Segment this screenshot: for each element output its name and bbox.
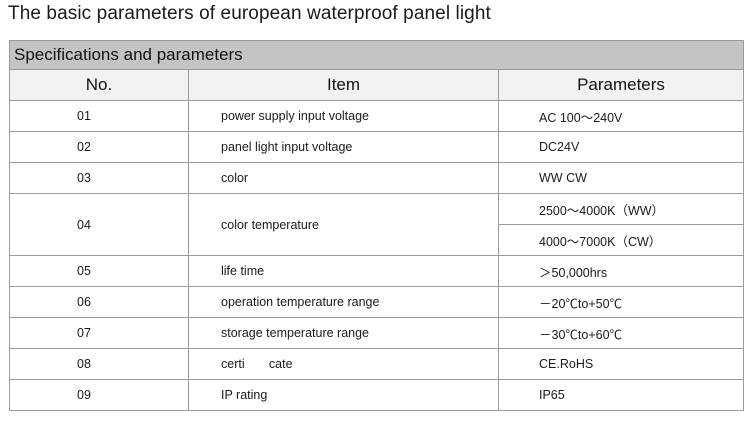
row-param: IP65 [497,379,745,411]
row-no: 04 [9,193,189,256]
row-param: －30℃to+60℃ [497,317,745,349]
header-parameters: Parameters [497,69,745,101]
row-no: 05 [9,255,189,287]
row-item: life time [188,255,499,287]
row-param: DC24V [497,131,745,163]
row-item: panel light input voltage [188,131,499,163]
page-title: The basic parameters of european waterpr… [8,3,491,24]
table-row: 4000～7000K（CW） [10,224,745,256]
row-param: －20℃to+50℃ [497,286,745,318]
row-no: 01 [9,100,189,132]
row-param: AC 100～240V [497,100,745,132]
row-item: operation temperature range [188,286,499,318]
row-param: CE.RoHS [497,348,745,380]
table-row: 05 life time ＞50,000hrs [9,255,745,287]
table-row: 07 storage temperature range －30℃to+60℃ [9,317,745,349]
row-param: ＞50,000hrs [497,255,745,287]
row-param: 2500～4000K（WW） [497,193,745,225]
row-item: certi cate [188,348,499,380]
row-item: IP rating [188,379,499,411]
table-row: 01 power supply input voltage AC 100～240… [9,100,745,132]
row-param-secondary: 4000～7000K（CW） [497,224,745,256]
row-no: 02 [9,131,189,163]
table-caption: Specifications and parameters [8,40,745,70]
row-item: color temperature [188,193,499,256]
spec-table: Specifications and parameters No. Item P… [8,40,745,411]
table-row: 08 certi cate CE.RoHS [9,348,745,380]
row-no: 07 [9,317,189,349]
row-param: WW CW [497,162,745,194]
row-no: 08 [9,348,189,380]
table-header-row: No. Item Parameters [9,69,745,101]
row-item: storage temperature range [188,317,499,349]
row-item: color [188,162,499,194]
table-row: 06 operation temperature range －20℃to+50… [9,286,745,318]
row-no: 06 [9,286,189,318]
header-no: No. [9,69,189,101]
row-no: 09 [9,379,189,411]
row-no: 03 [9,162,189,194]
table-row: 03 color WW CW [9,162,745,194]
table-row: 02 panel light input voltage DC24V [9,131,745,163]
table-row: 09 IP rating IP65 [9,379,745,411]
header-item: Item [188,69,499,101]
row-item: power supply input voltage [188,100,499,132]
table-caption-row: Specifications and parameters [8,40,745,70]
table-row: 04 color temperature 2500～4000K（WW） [9,193,745,256]
